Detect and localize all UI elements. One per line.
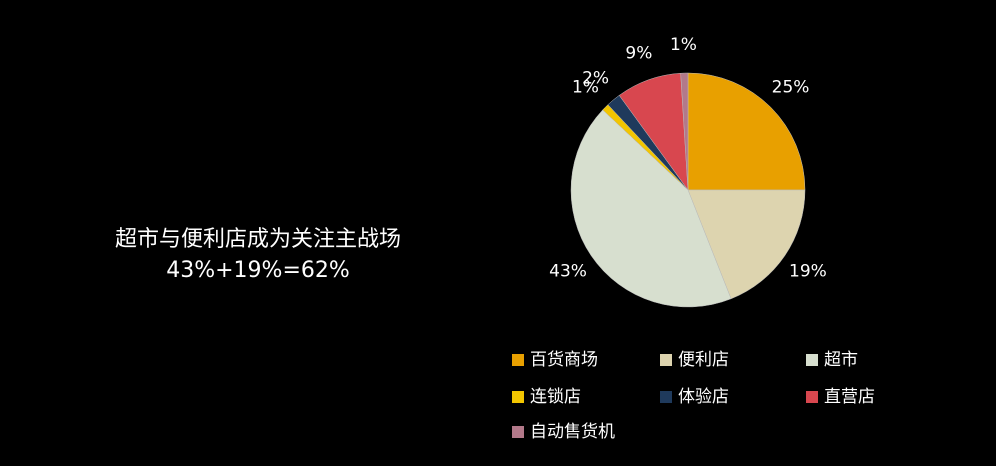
legend-label: 超市: [824, 350, 858, 370]
legend-swatch: [512, 426, 524, 438]
legend-swatch: [660, 391, 672, 403]
value-label: 19%: [789, 262, 827, 282]
legend-label: 体验店: [678, 387, 729, 407]
pie-slice: [570, 109, 732, 308]
annotation: 43%+19%=62%: [166, 258, 350, 283]
annotation: 超市与便利店成为关注主战场: [115, 227, 401, 252]
legend-label: 连锁店: [530, 387, 581, 407]
legend-label: 自动售货机: [530, 422, 615, 442]
pie-slice: [680, 72, 689, 191]
legend-label: 百货商场: [530, 350, 598, 370]
legend-swatch: [806, 391, 818, 403]
legend-swatch: [512, 391, 524, 403]
legend-swatch: [660, 354, 672, 366]
value-label: 25%: [772, 77, 810, 97]
value-label: 9%: [625, 44, 652, 64]
legend-label: 便利店: [678, 350, 729, 370]
value-label: 2%: [582, 68, 609, 88]
legend-label: 直营店: [824, 387, 875, 407]
pie-slice: [687, 189, 806, 300]
legend-swatch: [806, 354, 818, 366]
value-label: 1%: [572, 77, 599, 97]
legend-swatch: [512, 354, 524, 366]
value-label: 1%: [670, 35, 697, 55]
pie-slice: [687, 72, 806, 191]
value-label: 43%: [549, 262, 587, 282]
